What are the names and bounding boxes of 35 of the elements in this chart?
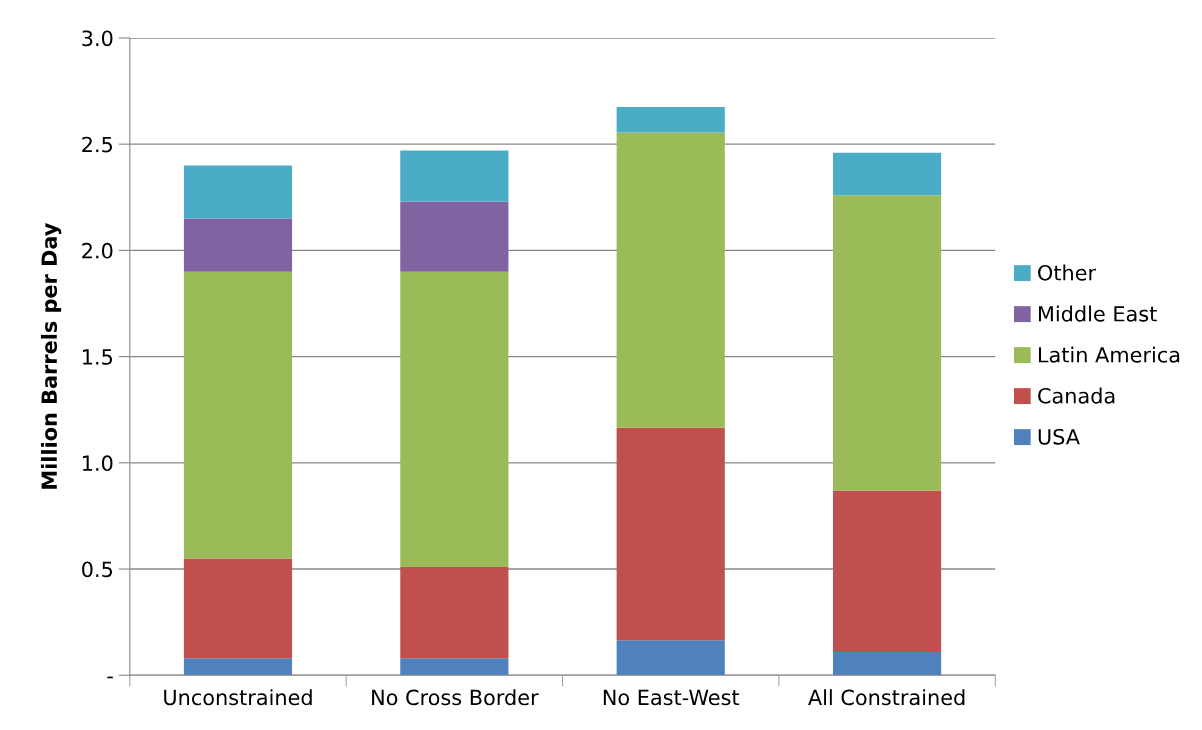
bar: [832, 490, 942, 652]
y-tick-label: 1.0: [83, 455, 113, 472]
y-tick-label: -: [107, 676, 113, 679]
legend-label: Latin America: [1038, 346, 1180, 363]
bar: [832, 195, 942, 491]
x-tick-label: No Cross Border: [372, 689, 539, 706]
x-tick-label: No East-West: [603, 689, 740, 706]
bar: [832, 152, 942, 196]
bar: [400, 201, 509, 272]
bar: [616, 132, 725, 428]
y-axis-title: Million Barrels per Day: [40, 223, 62, 489]
y-tick-label: 0.5: [82, 561, 113, 578]
bar: [183, 558, 293, 659]
legend-label: USA: [1038, 428, 1080, 445]
bar: [616, 427, 725, 641]
y-tick-label: 2.0: [82, 242, 113, 259]
bar: [400, 150, 509, 202]
bar: [616, 640, 725, 676]
legend-label: Middle East: [1038, 305, 1157, 322]
bar: [616, 107, 725, 133]
y-tick-label: 3.0: [82, 30, 113, 47]
x-tick-label: Unconstrained: [164, 689, 312, 706]
bar: [183, 165, 293, 219]
legend-label: Other: [1038, 264, 1097, 281]
x-tick-label: All Constrained: [808, 689, 965, 706]
bar: [400, 658, 509, 676]
bar: [183, 271, 293, 559]
bar: [183, 218, 293, 272]
bar: [400, 271, 509, 567]
bar: [400, 566, 509, 659]
bar: [183, 658, 293, 676]
legend-label: Canada: [1038, 387, 1115, 404]
y-tick-label: 2.5: [82, 136, 113, 153]
bar: [832, 651, 942, 676]
y-tick-label: 1.5: [83, 349, 113, 365]
